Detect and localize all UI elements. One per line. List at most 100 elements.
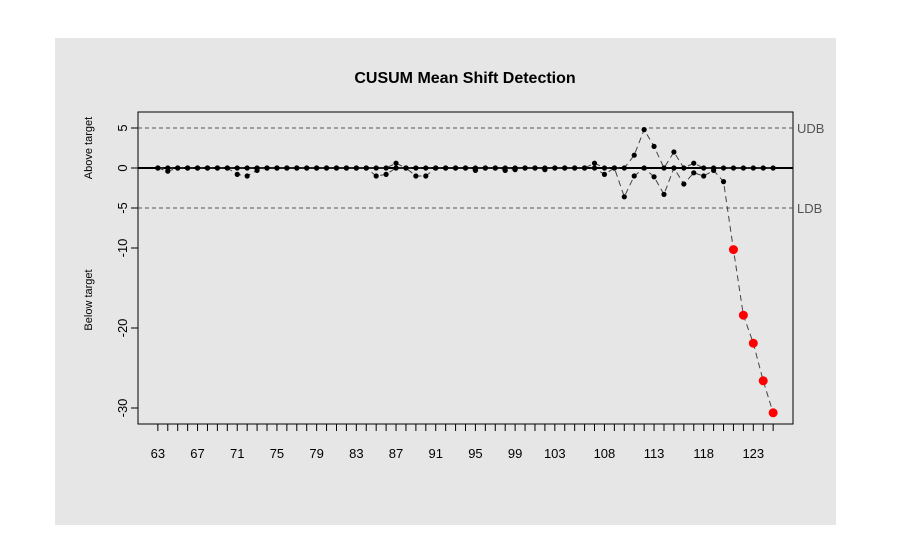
point: [214, 165, 220, 171]
point: [591, 160, 598, 166]
point: [333, 165, 340, 171]
point: [661, 191, 667, 197]
x-tick-label: 108: [594, 446, 616, 461]
x-tick-label: 71: [230, 446, 244, 461]
point: [353, 165, 359, 171]
point: [631, 152, 637, 158]
point: [631, 173, 637, 179]
point: [738, 310, 748, 320]
point: [452, 165, 459, 171]
point: [393, 160, 399, 166]
point: [748, 338, 758, 348]
point: [591, 165, 598, 171]
point: [194, 165, 201, 171]
point: [760, 165, 766, 171]
y-tick-label: -30: [115, 399, 130, 418]
point: [581, 165, 588, 171]
point: [691, 170, 697, 176]
point: [274, 165, 280, 171]
point: [244, 173, 250, 179]
point: [681, 181, 687, 187]
point: [323, 165, 330, 171]
point: [572, 165, 578, 171]
y-tick-label: -20: [115, 319, 130, 338]
x-tick-label: 63: [151, 446, 165, 461]
point: [768, 408, 778, 418]
point: [728, 245, 738, 255]
y-tick-label: -5: [115, 202, 130, 214]
bound-label: UDB: [797, 121, 824, 136]
x-tick-label: 75: [270, 446, 284, 461]
point: [423, 165, 429, 171]
point: [671, 165, 677, 171]
point: [383, 171, 389, 177]
point: [611, 165, 617, 171]
x-tick-label: 83: [349, 446, 363, 461]
y-axis-label: Above target: [83, 117, 95, 179]
x-tick-label: 87: [389, 446, 403, 461]
point: [552, 165, 558, 171]
point: [443, 165, 449, 171]
point: [730, 165, 737, 171]
chart-title: CUSUM Mean Shift Detection: [354, 70, 575, 87]
y-tick-label: -10: [115, 239, 130, 258]
point: [413, 165, 419, 171]
point: [720, 179, 727, 185]
point: [423, 173, 429, 179]
point: [562, 165, 568, 171]
point: [343, 165, 350, 171]
point: [641, 165, 647, 171]
point: [661, 165, 667, 171]
point: [671, 149, 677, 155]
bound-label: LDB: [797, 201, 822, 216]
point: [165, 168, 171, 174]
point: [701, 165, 707, 171]
point: [750, 165, 756, 171]
point: [224, 165, 230, 171]
x-tick-label: 113: [644, 446, 665, 461]
point: [383, 165, 389, 171]
point: [522, 165, 528, 171]
series-line: [157, 128, 774, 170]
point: [304, 165, 310, 171]
point: [403, 165, 409, 171]
point: [691, 160, 697, 166]
point: [601, 165, 608, 171]
x-tick-label: 118: [693, 446, 714, 461]
point: [651, 143, 657, 149]
point: [284, 165, 290, 171]
point: [413, 173, 419, 179]
x-tick-label: 99: [508, 446, 522, 461]
y-axis-label: Below target: [83, 269, 95, 330]
point: [433, 165, 439, 171]
x-tick-label: 103: [544, 446, 566, 461]
point: [720, 165, 727, 171]
point: [254, 167, 260, 173]
point: [641, 127, 647, 133]
point: [758, 376, 768, 386]
point: [711, 167, 717, 173]
point: [234, 171, 240, 177]
point: [502, 167, 508, 173]
point: [294, 165, 300, 171]
point: [542, 167, 548, 173]
point: [512, 167, 518, 173]
point: [740, 165, 746, 171]
point: [373, 165, 379, 171]
point: [393, 165, 399, 171]
y-tick-label: 5: [115, 124, 130, 131]
x-tick-label: 91: [428, 446, 442, 461]
point: [621, 165, 627, 171]
point: [621, 194, 627, 200]
point: [770, 165, 776, 171]
y-tick-label: 0: [115, 164, 130, 171]
x-tick-label: 67: [190, 446, 204, 461]
point: [363, 165, 369, 171]
point: [532, 165, 538, 171]
point: [244, 165, 250, 171]
point: [651, 174, 657, 180]
point: [314, 165, 320, 171]
point: [601, 171, 608, 177]
